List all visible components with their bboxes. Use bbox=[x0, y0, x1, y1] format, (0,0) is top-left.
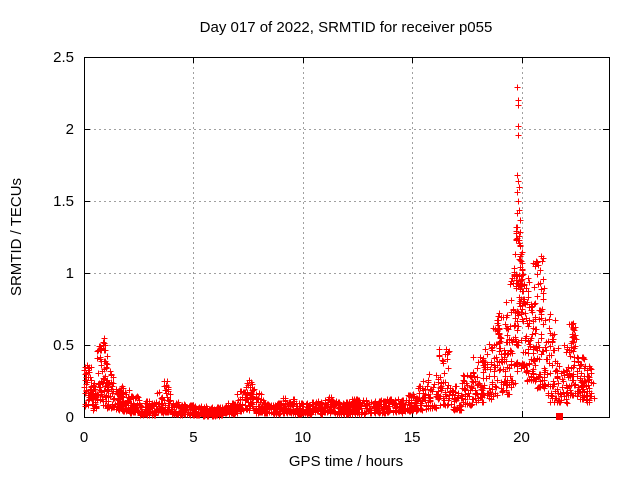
x-tick-label: 0 bbox=[80, 429, 88, 446]
x-tick-label: 10 bbox=[294, 429, 311, 446]
x-axis-label: GPS time / hours bbox=[289, 453, 403, 470]
y-tick-label: 2 bbox=[66, 121, 74, 138]
y-tick-labels: 0 0.5 1 1.5 2 2.5 bbox=[53, 49, 74, 426]
y-tick-label: 2.5 bbox=[53, 49, 74, 66]
x-tick-label: 5 bbox=[189, 429, 197, 446]
y-tick-label: 0 bbox=[66, 409, 74, 426]
chart-title: Day 017 of 2022, SRMTID for receiver p05… bbox=[200, 19, 493, 36]
x-tick-labels: 0 5 10 15 20 bbox=[80, 429, 530, 446]
y-tick-label: 1.5 bbox=[53, 193, 74, 210]
x-tick-label: 15 bbox=[404, 429, 421, 446]
plot-area: 0 5 10 15 20 0 0.5 1 1.5 2 2.5 bbox=[53, 49, 610, 446]
y-tick-label: 0.5 bbox=[53, 337, 74, 354]
y-axis-label: SRMTID / TECUs bbox=[8, 178, 25, 296]
y-tick-label: 1 bbox=[66, 265, 74, 282]
x-tick-label: 20 bbox=[513, 429, 530, 446]
data-points bbox=[81, 84, 598, 420]
flag-square-marker bbox=[556, 413, 563, 420]
